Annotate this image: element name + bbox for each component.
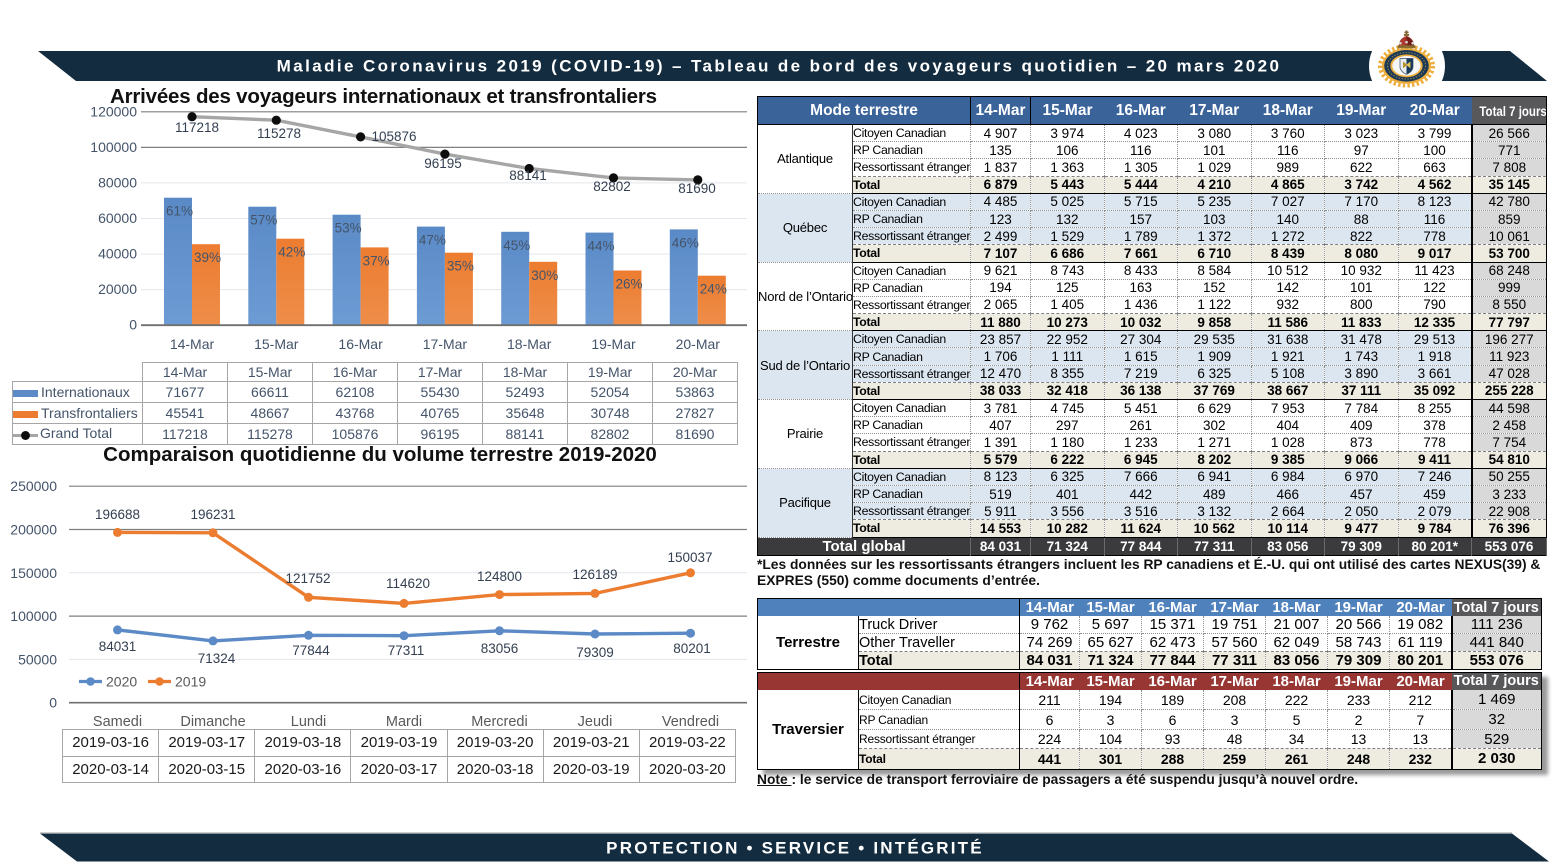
- svg-text:61%: 61%: [166, 204, 193, 219]
- svg-text:Maladie Coronavirus 2019 (COVI: Maladie Coronavirus 2019 (COVID-19) – Ta…: [277, 57, 1282, 76]
- svg-text:20-Mar: 20-Mar: [676, 336, 721, 352]
- svg-text:150000: 150000: [10, 565, 57, 581]
- svg-text:15-Mar: 15-Mar: [254, 336, 299, 352]
- svg-text:0: 0: [49, 695, 57, 711]
- svg-text:37%: 37%: [363, 253, 390, 268]
- svg-text:PROTECTION • SERVICE • INTÉGRI: PROTECTION • SERVICE • INTÉGRITÉ: [606, 839, 984, 858]
- svg-text:77311: 77311: [388, 643, 425, 658]
- svg-text:83056: 83056: [481, 641, 519, 656]
- svg-text:20000: 20000: [98, 281, 137, 297]
- svg-text:42%: 42%: [278, 245, 305, 260]
- svg-text:77844: 77844: [292, 643, 330, 658]
- svg-text:60000: 60000: [98, 210, 137, 226]
- svg-text:100000: 100000: [90, 139, 137, 155]
- svg-text:100000: 100000: [10, 608, 57, 624]
- svg-text:120000: 120000: [90, 103, 137, 119]
- svg-text:71324: 71324: [198, 651, 236, 666]
- svg-text:Mardi: Mardi: [386, 714, 422, 730]
- svg-text:Dimanche: Dimanche: [180, 714, 245, 730]
- svg-text:40000: 40000: [98, 246, 137, 262]
- svg-text:53%: 53%: [335, 221, 362, 236]
- svg-text:35%: 35%: [447, 259, 474, 274]
- svg-text:Lundi: Lundi: [291, 714, 326, 730]
- svg-text:16-Mar: 16-Mar: [338, 336, 383, 352]
- svg-text:196231: 196231: [190, 507, 235, 522]
- svg-text:45%: 45%: [503, 238, 530, 253]
- svg-text:250000: 250000: [10, 478, 57, 494]
- svg-text:114620: 114620: [386, 576, 430, 591]
- svg-text:0: 0: [129, 317, 137, 333]
- svg-text:82802: 82802: [593, 179, 631, 194]
- svg-text:14-Mar: 14-Mar: [170, 336, 215, 352]
- svg-text:105876: 105876: [371, 129, 416, 144]
- svg-text:115278: 115278: [257, 126, 301, 141]
- svg-text:24%: 24%: [700, 282, 727, 297]
- svg-text:18-Mar: 18-Mar: [507, 336, 552, 352]
- svg-text:196688: 196688: [95, 507, 140, 522]
- svg-text:46%: 46%: [672, 235, 699, 250]
- svg-text:2019: 2019: [175, 674, 206, 690]
- svg-text:57%: 57%: [250, 213, 277, 228]
- svg-text:88141: 88141: [509, 168, 547, 183]
- svg-text:Samedi: Samedi: [93, 714, 142, 730]
- svg-text:117218: 117218: [175, 120, 219, 135]
- svg-text:81690: 81690: [678, 181, 716, 196]
- svg-text:80201: 80201: [673, 641, 711, 656]
- svg-text:50000: 50000: [18, 651, 57, 667]
- svg-text:Mercredi: Mercredi: [471, 714, 527, 730]
- svg-text:121752: 121752: [285, 571, 330, 586]
- svg-text:2020: 2020: [106, 674, 137, 690]
- svg-text:200000: 200000: [10, 522, 57, 538]
- svg-text:96195: 96195: [424, 156, 462, 171]
- svg-text:17-Mar: 17-Mar: [423, 336, 468, 352]
- svg-text:Jeudi: Jeudi: [578, 714, 613, 730]
- svg-text:Arrivées des voyageurs interna: Arrivées des voyageurs internationaux et…: [110, 85, 657, 108]
- svg-text:124800: 124800: [477, 569, 522, 584]
- svg-text:Vendredi: Vendredi: [662, 714, 719, 730]
- svg-text:84031: 84031: [99, 639, 137, 654]
- svg-text:26%: 26%: [616, 277, 643, 292]
- svg-text:39%: 39%: [194, 250, 221, 265]
- svg-text:126189: 126189: [572, 567, 617, 582]
- svg-text:80000: 80000: [98, 175, 137, 191]
- svg-text:30%: 30%: [531, 268, 558, 283]
- svg-text:44%: 44%: [588, 239, 615, 254]
- svg-text:79309: 79309: [576, 645, 614, 660]
- svg-text:19-Mar: 19-Mar: [591, 336, 636, 352]
- svg-text:150037: 150037: [667, 550, 712, 565]
- svg-text:47%: 47%: [419, 233, 446, 248]
